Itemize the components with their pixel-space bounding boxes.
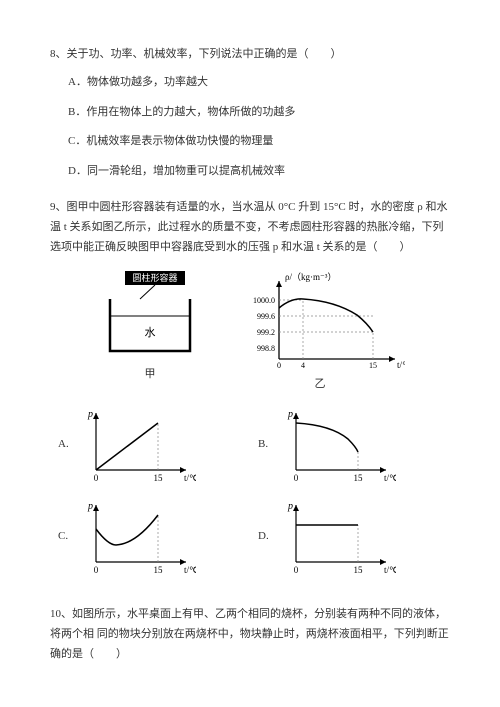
opt-d-label: D. <box>258 527 276 547</box>
svg-text:0: 0 <box>294 473 299 483</box>
svg-text:p: p <box>287 409 293 420</box>
svg-text:15: 15 <box>354 565 364 575</box>
q8-option-b: B．作用在物体上的力越大，物体所做的功越多 <box>68 103 450 123</box>
figure-jia: 圆柱形容器 水 甲 <box>95 271 205 395</box>
q8-stem: 8、关于功、功率、机械效率，下列说法中正确的是（ ） <box>50 45 450 65</box>
opt-c-chart: p t/℃ 0 15 <box>76 497 196 577</box>
q9-option-d: D. p t/℃ 0 15 <box>258 497 442 577</box>
svg-text:t/℃: t/℃ <box>384 565 396 575</box>
water-label: 水 <box>145 326 156 339</box>
q9-option-b: B. p t/℃ 0 15 <box>258 405 442 485</box>
svg-text:15: 15 <box>154 565 164 575</box>
opt-a-label: A. <box>58 435 76 455</box>
svg-text:1000.0: 1000.0 <box>253 296 275 305</box>
q8-option-d: D．同一滑轮组，增加物重可以提高机械效率 <box>68 162 450 182</box>
svg-text:t/℃: t/℃ <box>384 473 396 483</box>
density-chart-svg: ρ/（kg·m⁻³） 998.8 999.2 999.6 1000.0 0 4 … <box>235 271 405 371</box>
svg-text:0: 0 <box>277 361 281 370</box>
svg-text:p: p <box>287 501 293 512</box>
opt-b-label: B. <box>258 435 276 455</box>
caption-jia: 甲 <box>95 365 205 385</box>
q9-top-figures: 圆柱形容器 水 甲 ρ/（kg·m⁻³） 998.8 <box>50 271 450 395</box>
svg-text:4: 4 <box>301 361 305 370</box>
opt-b-chart: p t/℃ 0 15 <box>276 405 396 485</box>
opt-c-label: C. <box>58 527 76 547</box>
q8-option-c: C．机械效率是表示物体做功快慢的物理量 <box>68 132 450 152</box>
svg-text:0: 0 <box>94 565 99 575</box>
caption-yi: 乙 <box>235 375 405 395</box>
q9-option-a: A. p t/℃ 0 15 <box>58 405 242 485</box>
figure-yi: ρ/（kg·m⁻³） 998.8 999.2 999.6 1000.0 0 4 … <box>235 271 405 395</box>
q9-options-grid: A. p t/℃ 0 15 B. p <box>50 405 450 589</box>
svg-text:15: 15 <box>369 361 377 370</box>
opt-d-chart: p t/℃ 0 15 <box>276 497 396 577</box>
density-xlabel: t/℃ <box>397 360 405 370</box>
container-svg: 圆柱形容器 水 <box>95 271 205 361</box>
svg-text:p: p <box>87 409 93 420</box>
svg-text:999.2: 999.2 <box>257 328 275 337</box>
density-ylabel: ρ/（kg·m⁻³） <box>285 272 336 282</box>
svg-text:0: 0 <box>294 565 299 575</box>
q10-stem: 10、如图所示，水平桌面上有甲、乙两个相同的烧杯，分别装有两种不同的液体，将两个… <box>50 605 450 664</box>
svg-text:999.6: 999.6 <box>257 312 275 321</box>
svg-text:0: 0 <box>94 473 99 483</box>
q9-stem: 9、图甲中圆柱形容器装有适量的水，当水温从 0°C 升到 15°C 时，水的密度… <box>50 198 450 257</box>
question-8: 8、关于功、功率、机械效率，下列说法中正确的是（ ） A．物体做功越多，功率越大… <box>50 45 450 182</box>
svg-text:t/℃: t/℃ <box>184 565 196 575</box>
question-10: 10、如图所示，水平桌面上有甲、乙两个相同的烧杯，分别装有两种不同的液体，将两个… <box>50 605 450 664</box>
svg-text:p: p <box>87 501 93 512</box>
svg-text:t/℃: t/℃ <box>184 473 196 483</box>
q9-option-c: C. p t/℃ 0 15 <box>58 497 242 577</box>
svg-text:15: 15 <box>154 473 164 483</box>
q8-option-a: A．物体做功越多，功率越大 <box>68 73 450 93</box>
svg-text:998.8: 998.8 <box>257 344 275 353</box>
opt-a-chart: p t/℃ 0 15 <box>76 405 196 485</box>
svg-text:15: 15 <box>354 473 364 483</box>
container-label: 圆柱形容器 <box>132 272 177 283</box>
question-9: 9、图甲中圆柱形容器装有适量的水，当水温从 0°C 升到 15°C 时，水的密度… <box>50 198 450 589</box>
